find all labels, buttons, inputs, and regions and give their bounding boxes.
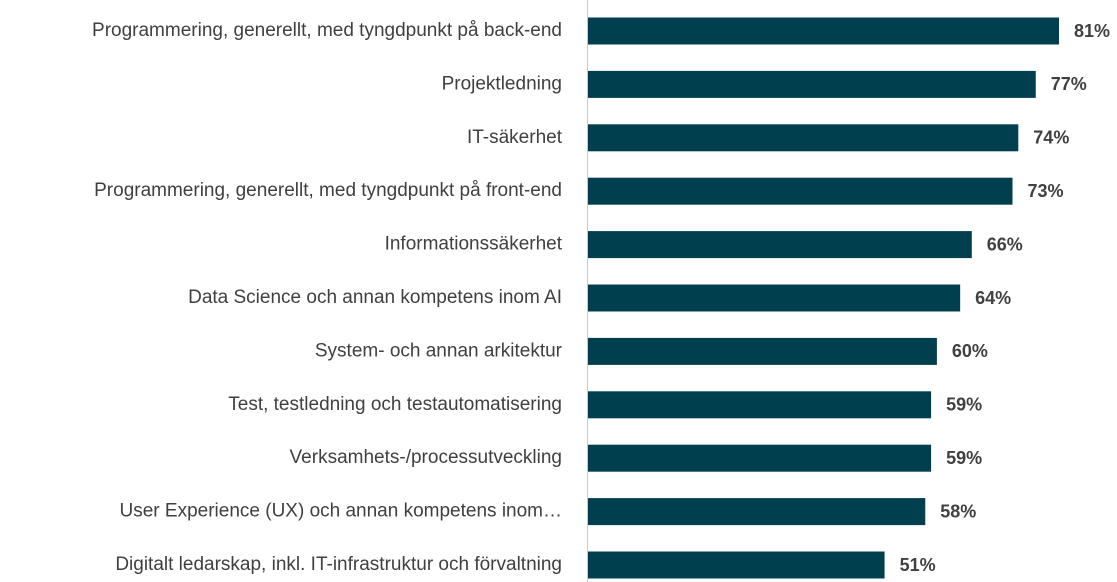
- category-label: Test, testledning och testautomatisering: [228, 394, 562, 415]
- bar: [588, 444, 932, 472]
- category-label: IT-säkerhet: [467, 127, 563, 148]
- category-label: System- och annan arkitektur: [315, 340, 563, 361]
- bar: [588, 17, 1060, 45]
- bar: [588, 337, 937, 365]
- category-label: Programmering, generellt, med tyngdpunkt…: [94, 180, 562, 201]
- bar: [588, 498, 926, 526]
- bar: [588, 124, 1019, 152]
- bar: [588, 551, 885, 579]
- category-label: Verksamhets-/processutveckling: [290, 447, 562, 468]
- value-label: 66%: [987, 234, 1023, 254]
- value-label: 77%: [1051, 74, 1087, 94]
- value-label: 60%: [952, 341, 988, 361]
- value-label: 59%: [946, 395, 982, 415]
- bar: [588, 70, 1036, 98]
- bar: [588, 284, 961, 312]
- category-label: Programmering, generellt, med tyngdpunkt…: [92, 20, 562, 41]
- category-label: Digitalt ledarskap, inkl. IT-infrastrukt…: [115, 554, 562, 575]
- value-label: 59%: [946, 448, 982, 468]
- bar: [588, 231, 972, 259]
- category-label: User Experience (UX) och annan kompetens…: [120, 501, 562, 522]
- category-label: Projektledning: [442, 73, 562, 94]
- bar: [588, 391, 932, 419]
- category-label: Informationssäkerhet: [385, 234, 563, 255]
- value-label: 64%: [975, 288, 1011, 308]
- value-label: 51%: [900, 555, 936, 575]
- category-label: Data Science och annan kompetens inom AI: [188, 287, 562, 308]
- value-label: 58%: [940, 501, 976, 521]
- value-label: 81%: [1074, 21, 1110, 41]
- value-label: 73%: [1027, 181, 1063, 201]
- value-label: 74%: [1033, 128, 1069, 148]
- bar: [588, 177, 1013, 205]
